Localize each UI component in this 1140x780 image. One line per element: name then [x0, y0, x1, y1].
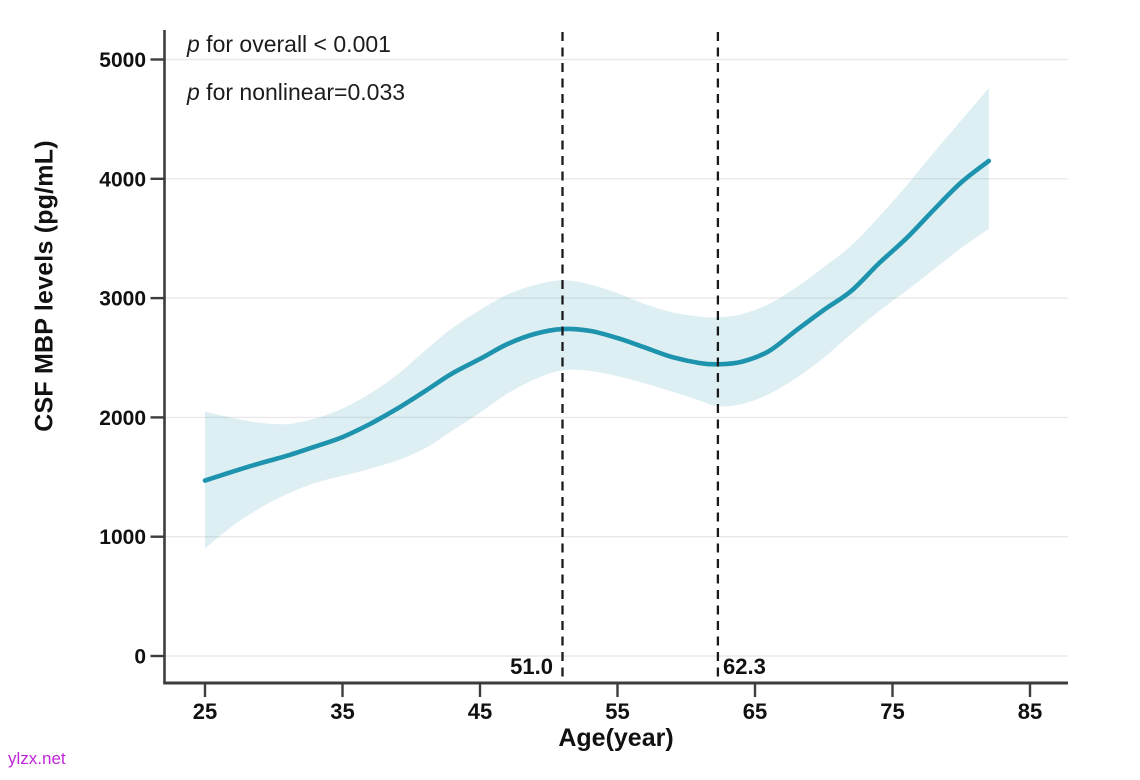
y-axis-title: CSF MBP levels (pg/mL)	[30, 140, 59, 432]
threshold-label-51: 51.0	[510, 654, 553, 679]
p-symbol: p	[187, 79, 200, 105]
p-overall-text: for overall < 0.001	[199, 31, 391, 57]
y-tick-label: 2000	[99, 407, 146, 430]
y-tick-label: 1000	[99, 526, 146, 549]
p-overall-annotation: p for overall < 0.001	[187, 31, 391, 58]
watermark-text: ylzx.net	[8, 749, 66, 768]
x-tick-label: 65	[743, 699, 767, 724]
y-tick-label: 5000	[99, 49, 146, 72]
p-nonlinear-text: for nonlinear=0.033	[199, 79, 406, 105]
p-nonlinear-annotation: p for nonlinear=0.033	[187, 79, 405, 106]
x-tick-label: 45	[468, 699, 492, 724]
y-tick-label: 3000	[99, 288, 146, 311]
x-tick-label: 75	[880, 699, 904, 724]
x-tick-label: 55	[605, 699, 629, 724]
threshold-label-62: 62.3	[723, 654, 766, 679]
x-axis-title: Age(year)	[558, 724, 674, 752]
p-symbol: p	[187, 31, 200, 57]
y-tick-label: 4000	[99, 168, 146, 191]
x-tick-label: 85	[1018, 699, 1042, 724]
confidence-band	[205, 88, 989, 549]
y-tick-label: 0	[134, 646, 146, 669]
x-tick-label: 35	[330, 699, 354, 724]
x-tick-label: 25	[193, 699, 217, 724]
spline-curve	[202, 158, 992, 483]
